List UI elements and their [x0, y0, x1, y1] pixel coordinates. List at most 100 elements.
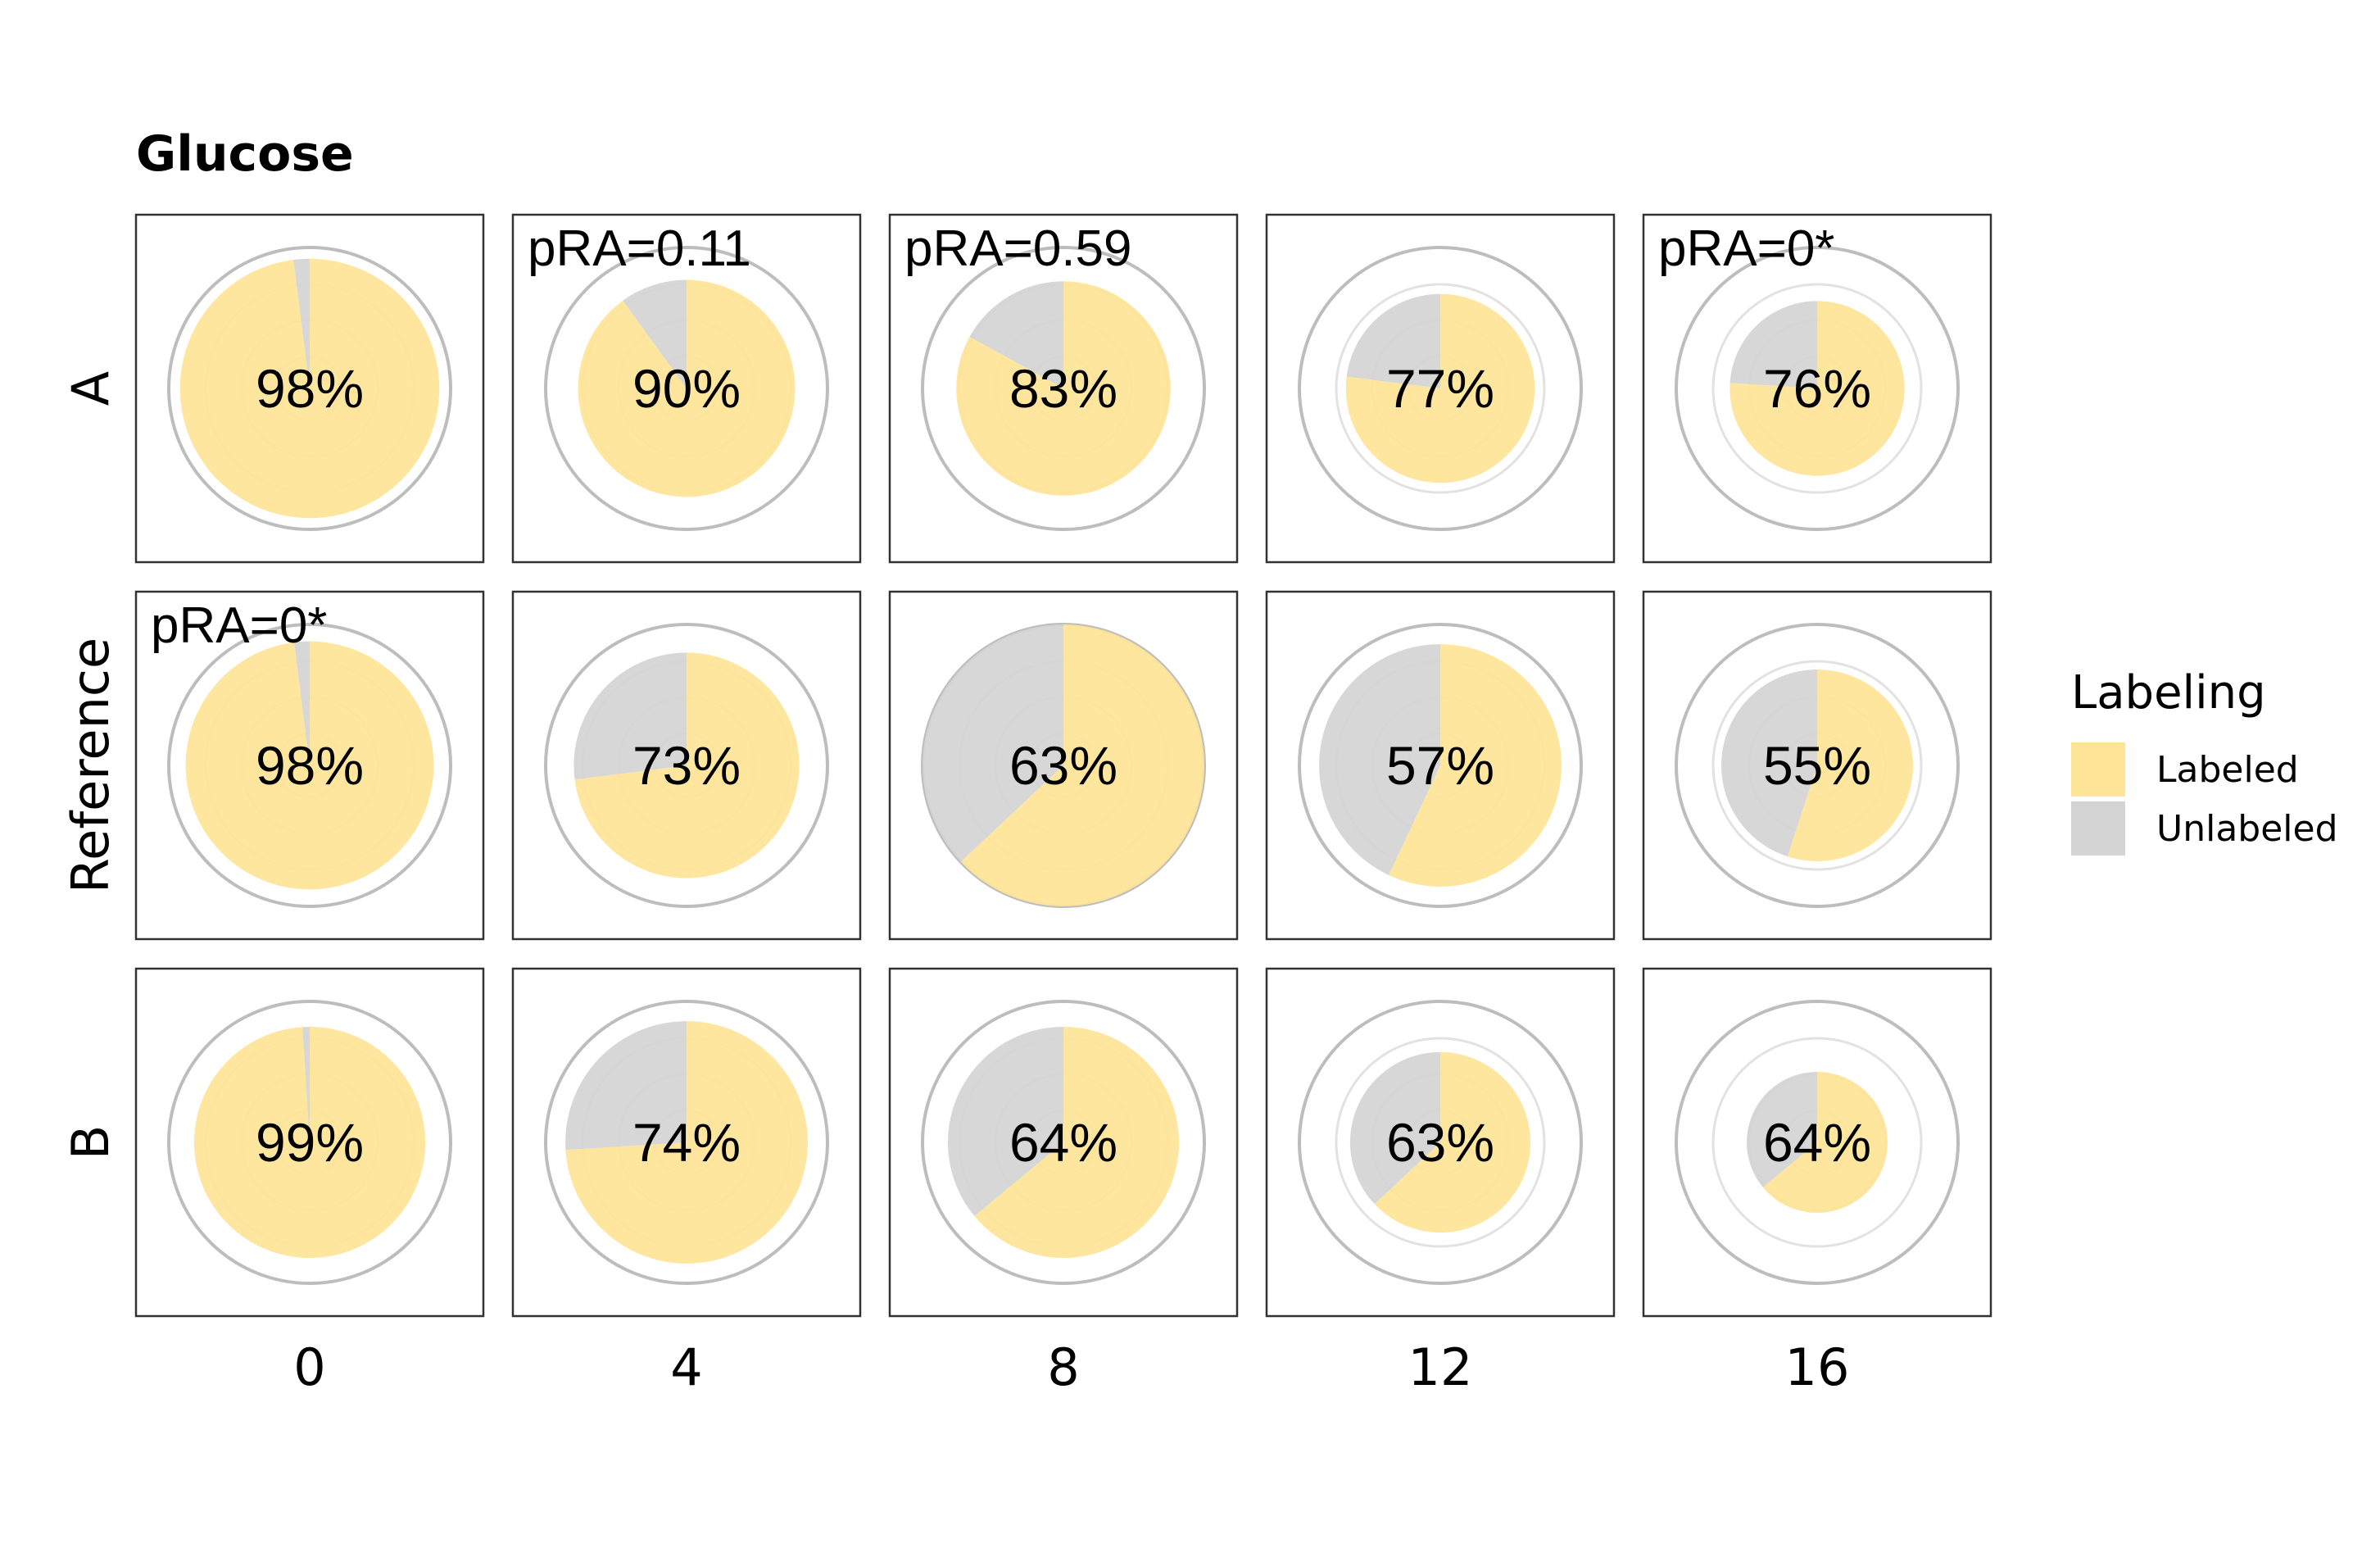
grid-ring — [1711, 660, 1923, 871]
column-label-0: 0 — [293, 1337, 325, 1397]
grid-ring — [167, 1000, 452, 1285]
panel-border — [511, 590, 862, 941]
chart-title: Glucose — [136, 125, 354, 183]
grid-ring — [1298, 623, 1583, 908]
legend-swatch-labeled — [2071, 742, 2125, 797]
legend-label-unlabeled: Unlabeled — [2156, 808, 2338, 850]
slice-unlabeled — [302, 1026, 310, 1142]
slice-unlabeled — [969, 281, 1063, 388]
percent-label: 63% — [1009, 735, 1117, 796]
percent-label: 73% — [632, 735, 741, 796]
panel-border — [1642, 213, 1992, 564]
grid-ring — [544, 623, 829, 908]
panel-b-16: 64% — [1642, 967, 1992, 1318]
panel-b-8: 64% — [888, 967, 1239, 1318]
panel-border — [134, 967, 485, 1318]
pra-annotation: pRA=0* — [151, 597, 327, 654]
panel-border — [888, 967, 1239, 1318]
slice-unlabeled — [623, 279, 687, 388]
percent-label: 76% — [1763, 358, 1871, 419]
panel-b-4: 74% — [511, 967, 862, 1318]
grid-ring — [1675, 246, 1960, 531]
panel-border — [1642, 590, 1992, 941]
row-label-reference: Reference — [61, 638, 120, 893]
panel-reference-8: 63% — [888, 590, 1239, 941]
panel-reference-0: 98% pRA=0* — [134, 590, 485, 941]
percent-label: 90% — [632, 358, 741, 419]
panel-border — [1265, 213, 1616, 564]
slice-unlabeled — [1746, 1072, 1817, 1187]
column-label-8: 8 — [1047, 1337, 1079, 1397]
slice-unlabeled — [1349, 1051, 1440, 1205]
percent-label: 99% — [256, 1112, 364, 1173]
grid-ring — [1298, 246, 1583, 531]
column-label-16: 16 — [1785, 1337, 1850, 1397]
pra-annotation: pRA=0.59 — [904, 220, 1132, 277]
slice-labeled — [974, 1026, 1180, 1259]
grid-ring — [1335, 1037, 1546, 1248]
grid-ring — [1675, 623, 1960, 908]
row-labels-group: A Reference B — [61, 371, 120, 1160]
grid-ring — [921, 1000, 1206, 1285]
grid-ring — [544, 246, 829, 531]
slice-labeled — [179, 258, 440, 519]
panel-border — [888, 590, 1239, 941]
grid-ring — [1711, 1037, 1923, 1248]
percent-label: 55% — [1763, 735, 1871, 796]
panel-a-0: 98% — [134, 213, 485, 564]
column-label-12: 12 — [1408, 1337, 1473, 1397]
row-label-a: A — [61, 371, 120, 406]
percent-label: 98% — [256, 735, 364, 796]
grid-ring — [544, 1000, 829, 1285]
grid-ring — [921, 246, 1206, 531]
grid-ring — [1711, 283, 1923, 494]
pra-annotation: pRA=0.11 — [528, 220, 751, 277]
panel-reference-12: 57% — [1265, 590, 1616, 941]
percent-label: 63% — [1386, 1112, 1494, 1173]
slice-unlabeled — [293, 258, 310, 388]
panel-a-4: 90% pRA=0.11 — [511, 213, 862, 564]
slice-labeled — [1787, 670, 1913, 861]
legend-label-labeled: Labeled — [2156, 749, 2299, 791]
grid-ring — [167, 623, 452, 908]
legend-title: Labeling — [2071, 666, 2266, 720]
grid-ring — [1298, 1000, 1583, 1285]
panel-b-0: 99% — [134, 967, 485, 1318]
percent-label: 57% — [1386, 735, 1494, 796]
slice-unlabeled — [565, 1021, 687, 1151]
slice-labeled — [193, 1026, 426, 1259]
percent-label: 74% — [632, 1112, 741, 1173]
percent-label: 77% — [1386, 358, 1494, 419]
slice-labeled — [1345, 293, 1535, 483]
slice-labeled — [1389, 644, 1562, 887]
panel-reference-16: 55% — [1642, 590, 1992, 941]
slice-unlabeled — [1346, 293, 1440, 388]
column-labels-group: 0 4 8 12 16 — [293, 1337, 1849, 1397]
panel-border — [511, 213, 862, 564]
slice-labeled — [1374, 1051, 1531, 1233]
grid-ring — [1335, 283, 1546, 494]
slice-unlabeled — [1721, 670, 1817, 857]
slice-unlabeled — [923, 624, 1063, 862]
panel-a-16: 76% pRA=0* — [1642, 213, 1992, 564]
percent-label: 64% — [1009, 1112, 1117, 1173]
panel-border — [134, 213, 485, 564]
slice-labeled — [185, 641, 434, 890]
slice-labeled — [960, 624, 1204, 906]
slice-labeled — [574, 652, 800, 878]
column-label-4: 4 — [670, 1337, 702, 1397]
slice-labeled — [1762, 1072, 1888, 1214]
grid-ring — [167, 246, 452, 531]
grid-ring — [1675, 1000, 1960, 1285]
panel-b-12: 63% — [1265, 967, 1616, 1318]
panel-reference-4: 73% — [511, 590, 862, 941]
legend: Labeling Labeled Unlabeled — [2071, 666, 2338, 856]
panel-border — [1642, 967, 1992, 1318]
slice-unlabeled — [947, 1026, 1063, 1216]
slice-unlabeled — [1729, 301, 1817, 388]
panel-border — [1265, 967, 1616, 1318]
panel-border — [511, 967, 862, 1318]
slice-unlabeled — [1319, 644, 1440, 875]
percent-label: 98% — [256, 358, 364, 419]
